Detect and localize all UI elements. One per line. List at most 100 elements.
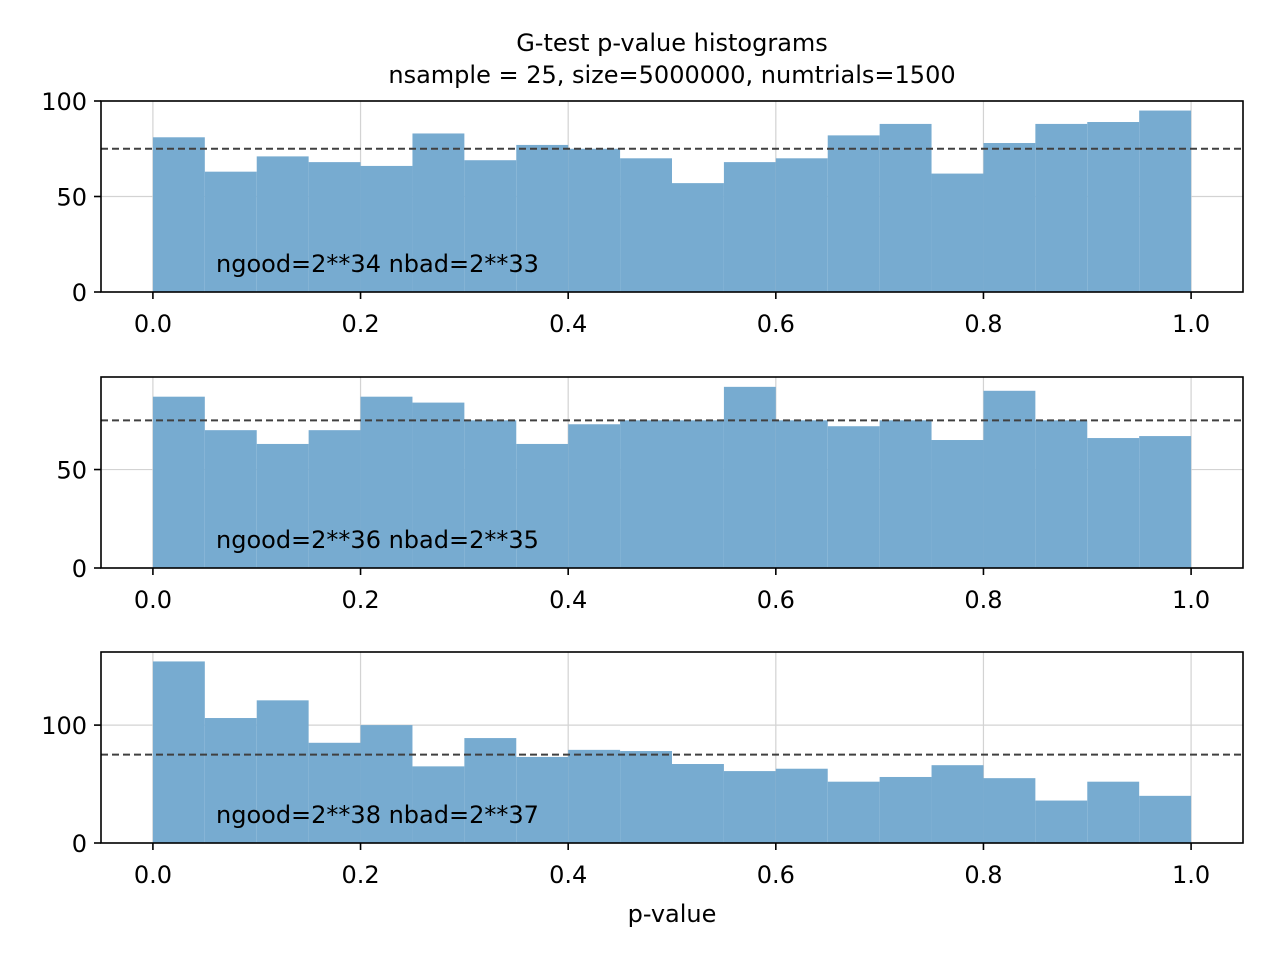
x-tick-label: 0.2 <box>341 586 379 614</box>
histogram-bar <box>568 749 621 843</box>
histogram-bar <box>672 183 724 292</box>
x-tick-label: 0.6 <box>757 586 795 614</box>
panel-annotation: ngood=2**38 nbad=2**37 <box>216 801 539 829</box>
histogram-bar <box>827 426 880 568</box>
histogram-bar <box>412 133 465 292</box>
histogram-bar <box>775 420 828 568</box>
histogram-bar <box>983 778 1036 843</box>
histogram-bar <box>516 756 569 843</box>
histogram-bar <box>983 390 1036 568</box>
panels: 0.0 0.2 0.4 0.6 0.8 1.0 0 50 100 ngood=2**34 nbad… <box>41 88 1244 889</box>
histogram-bars <box>152 110 1192 292</box>
x-tick-label: 0.4 <box>549 586 587 614</box>
histogram-bar <box>879 776 932 843</box>
histogram-bar <box>620 420 672 568</box>
y-tick-label: 50 <box>56 457 87 485</box>
y-tick-label: 100 <box>41 88 87 116</box>
panel-3: 0.0 0.2 0.4 0.6 0.8 1.0 0 100 ngood=2**38 nbad=2… <box>41 651 1244 889</box>
histogram-bars <box>152 386 1192 568</box>
histogram-bar <box>723 771 776 843</box>
histogram-bar <box>672 420 724 568</box>
x-tick-label: 0.2 <box>341 310 379 338</box>
histogram-bar <box>775 158 828 292</box>
histogram-bar <box>152 137 205 292</box>
histogram-bar <box>723 162 776 292</box>
histogram-bar <box>152 396 205 568</box>
chart-subtitle: nsample = 25, size=5000000, numtrials=15… <box>388 61 955 89</box>
x-tick-label: 0.4 <box>549 861 587 889</box>
histogram-bar <box>931 765 984 843</box>
histogram-bar <box>1035 800 1088 843</box>
histogram-bar <box>516 144 569 292</box>
x-tick-label: 0.6 <box>757 310 795 338</box>
histogram-bar <box>360 165 413 292</box>
histogram-bar <box>568 148 621 292</box>
x-tick-label: 0.2 <box>341 861 379 889</box>
histogram-bar <box>1139 110 1192 292</box>
histogram-bar <box>204 718 257 843</box>
histogram-bar <box>360 725 413 843</box>
x-tick-label: 0.0 <box>134 310 172 338</box>
histogram-bar <box>464 160 517 292</box>
histogram-bar <box>308 430 361 568</box>
histogram-bar <box>412 402 465 568</box>
histogram-bar <box>775 768 828 843</box>
histogram-bar <box>256 156 309 292</box>
x-axis-label: p-value <box>628 900 717 928</box>
histogram-bar <box>360 396 413 568</box>
histogram-bar <box>931 173 984 292</box>
histogram-bar <box>412 766 465 843</box>
axes-frame <box>100 376 1244 569</box>
x-tick-label: 1.0 <box>1172 586 1210 614</box>
axes-frame <box>100 651 1244 844</box>
histogram-bar <box>464 420 517 568</box>
histogram-bar <box>152 661 205 843</box>
x-tick-label: 1.0 <box>1172 310 1210 338</box>
histogram-bar <box>204 430 257 568</box>
histogram-bar <box>1087 438 1140 568</box>
y-tick-label: 100 <box>41 712 87 740</box>
histogram-bar <box>204 171 257 292</box>
y-tick-label: 0 <box>72 830 87 858</box>
x-tick-label: 0.8 <box>964 861 1002 889</box>
histogram-bar <box>256 443 309 568</box>
x-tick-label: 0.8 <box>964 310 1002 338</box>
histogram-bar <box>308 742 361 843</box>
histogram-bar <box>1087 122 1140 292</box>
histogram-bar <box>879 123 932 292</box>
histogram-bar <box>1087 781 1140 843</box>
histogram-bar <box>568 424 621 568</box>
histogram-bar <box>983 143 1036 292</box>
y-tick-label: 0 <box>72 555 87 583</box>
histogram-bar <box>879 420 932 568</box>
histogram-bar <box>1139 795 1192 843</box>
chart-title: G-test p-value histograms <box>516 29 828 57</box>
histogram-bar <box>620 158 672 292</box>
histogram-bars <box>152 661 1192 843</box>
histogram-bar <box>1035 420 1088 568</box>
histogram-bar <box>308 162 361 292</box>
y-tick-label: 50 <box>56 184 87 212</box>
panel-1: 0.0 0.2 0.4 0.6 0.8 1.0 0 50 100 ngood=2**34 nbad… <box>41 88 1244 338</box>
histogram-bar <box>1035 123 1088 292</box>
histogram-bar <box>723 386 776 568</box>
histogram-bar <box>516 443 569 568</box>
x-tick-label: 0.8 <box>964 586 1002 614</box>
histogram-bar <box>256 700 309 843</box>
histogram-bar <box>931 440 984 568</box>
histogram-bar <box>1139 436 1192 568</box>
panel-annotation: ngood=2**34 nbad=2**33 <box>216 250 539 278</box>
panel-2: 0.0 0.2 0.4 0.6 0.8 1.0 0 50 ngood=2**36 nbad=2*… <box>56 376 1244 614</box>
histogram-bar <box>827 135 880 292</box>
x-tick-label: 0.0 <box>134 586 172 614</box>
x-tick-label: 0.0 <box>134 861 172 889</box>
histogram-bar <box>620 751 672 843</box>
x-tick-label: 0.6 <box>757 861 795 889</box>
x-tick-label: 0.4 <box>549 310 587 338</box>
y-tick-label: 0 <box>72 279 87 307</box>
panel-annotation: ngood=2**36 nbad=2**35 <box>216 526 539 554</box>
histogram-bar <box>827 781 880 843</box>
x-tick-label: 1.0 <box>1172 861 1210 889</box>
histogram-bar <box>672 764 724 843</box>
